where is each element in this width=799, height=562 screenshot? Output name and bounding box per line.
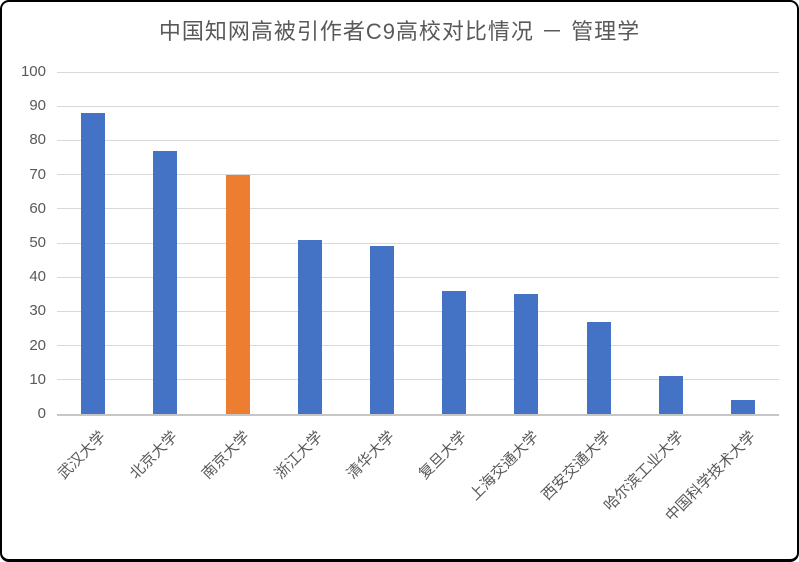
- x-axis-label: 北京大学: [126, 428, 182, 483]
- x-axis-line: [57, 414, 779, 416]
- bar: [730, 400, 755, 414]
- gridline: [57, 276, 779, 278]
- gridline: [57, 105, 779, 107]
- gridline: [57, 71, 779, 73]
- bar: [586, 321, 611, 414]
- bar: [297, 239, 322, 414]
- bar: [369, 246, 394, 414]
- y-axis-label: 60: [29, 199, 46, 217]
- gridline: [57, 379, 779, 381]
- bar: [658, 376, 683, 414]
- y-axis-label: 90: [29, 97, 46, 115]
- plot-area: [57, 71, 779, 414]
- y-axis-label: 100: [20, 63, 46, 80]
- gridline: [57, 208, 779, 210]
- y-axis-label: 10: [29, 370, 46, 388]
- gridline: [57, 310, 779, 312]
- x-axis-label: 武汉大学: [54, 428, 110, 483]
- y-axis-label: 40: [29, 268, 46, 286]
- bar-highlighted: [225, 174, 250, 414]
- gridline: [57, 174, 779, 176]
- x-axis-label: 清华大学: [343, 428, 399, 483]
- chart-title: 中国知网高被引作者C9高校对比情况 － 管理学: [158, 19, 641, 44]
- gridline: [57, 139, 779, 141]
- x-axis-label: 南京大学: [199, 428, 254, 483]
- x-axis-label: 浙江大学: [271, 428, 326, 483]
- bar: [442, 290, 467, 414]
- bar: [153, 150, 178, 414]
- x-axis-label: 上海交通大学: [466, 428, 543, 504]
- bar: [81, 113, 106, 414]
- y-axis-label: 0: [37, 405, 46, 422]
- x-axis-label: 西安交通大学: [538, 428, 615, 504]
- x-axis-label: 复旦大学: [415, 428, 471, 483]
- y-axis-label: 80: [29, 131, 46, 149]
- y-axis-label: 70: [29, 165, 46, 183]
- gridline: [57, 242, 779, 244]
- bar: [514, 294, 539, 414]
- y-axis-label: 20: [29, 336, 46, 354]
- gridline: [57, 345, 779, 347]
- y-axis-label: 30: [29, 302, 46, 320]
- y-axis-label: 50: [29, 234, 46, 251]
